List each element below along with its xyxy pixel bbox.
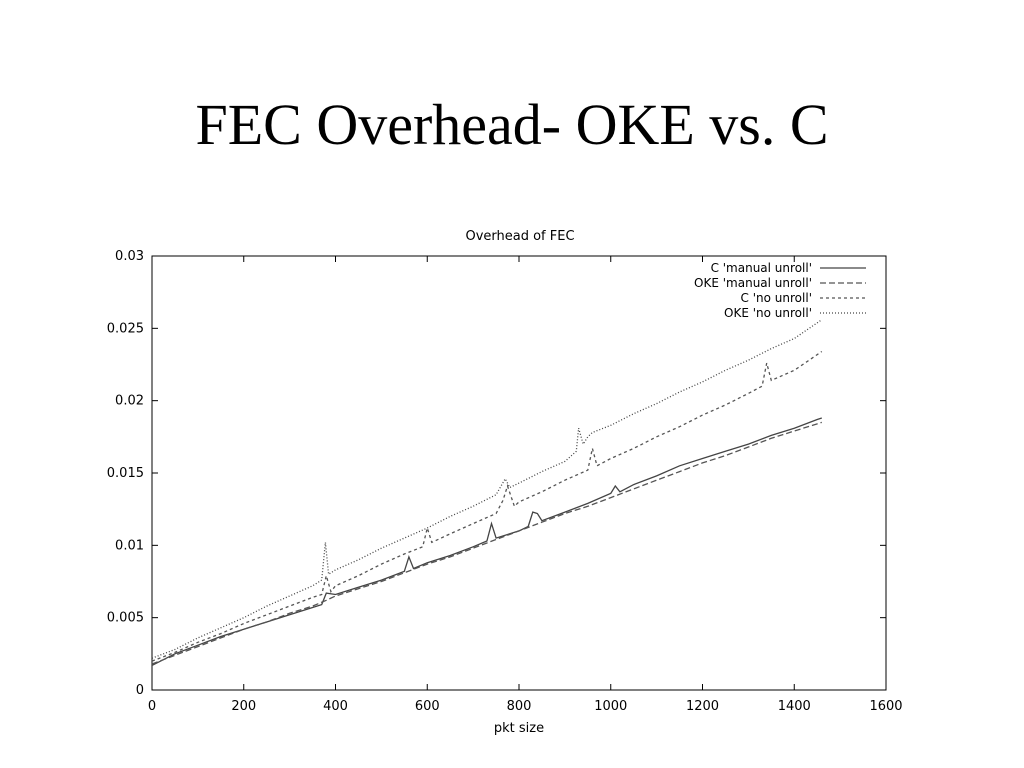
y-tick-label: 0.025: [107, 321, 144, 336]
x-tick-label: 600: [415, 699, 440, 714]
x-tick-label: 1400: [778, 699, 811, 714]
x-axis-label: pkt size: [494, 721, 544, 736]
series-line-1: [151, 417, 823, 666]
y-tick-label: 0.03: [115, 249, 144, 264]
y-tick-label: 0: [136, 683, 144, 698]
slide-title: FEC Overhead- OKE vs. C: [195, 92, 829, 157]
x-tick-label: 400: [323, 699, 348, 714]
y-tick-label: 0.02: [115, 394, 144, 409]
x-tick-label: 800: [507, 699, 532, 714]
y-tick-label: 0.005: [107, 611, 144, 626]
legend-label: C 'no unroll': [741, 291, 812, 305]
series-layer: [151, 319, 823, 666]
x-tick-label: 1200: [686, 699, 719, 714]
y-axis: 0 0.005 0.01 0.015 0.02 0.025 0.03: [107, 249, 886, 698]
x-tick-label: 0: [148, 699, 156, 714]
y-tick-label: 0.015: [107, 466, 144, 481]
series-line-2: [151, 421, 822, 665]
x-tick-label: 1000: [594, 699, 627, 714]
chart-title: Overhead of FEC: [465, 229, 574, 244]
x-axis: 0 200 400 600 800 1000 1200 1400 1600: [148, 256, 903, 714]
line-chart: Overhead of FEC 0 200 400 600 800 1000 1200 140…: [107, 229, 903, 736]
plot-frame: [151, 255, 887, 691]
y-tick-label: 0.01: [115, 538, 144, 553]
x-tick-label: 200: [231, 699, 256, 714]
legend-label: C 'manual unroll': [711, 261, 812, 275]
series-line-3: [151, 350, 823, 662]
legend-label: OKE 'no unroll': [724, 306, 812, 320]
legend: C 'manual unroll'OKE 'manual unroll'C 'n…: [694, 261, 866, 320]
x-tick-label: 1600: [869, 699, 902, 714]
legend-label: OKE 'manual unroll': [694, 276, 812, 290]
series-line-4: [151, 319, 823, 659]
